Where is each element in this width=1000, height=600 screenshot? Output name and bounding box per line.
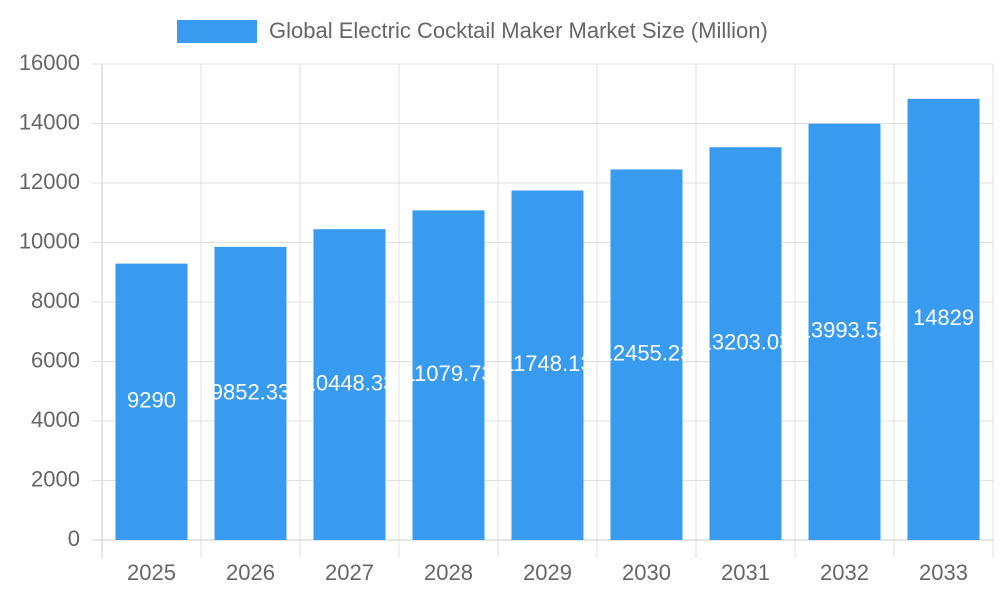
y-tick-label: 6000 — [31, 347, 80, 372]
data-label: 12455.23 — [601, 341, 693, 366]
legend-swatch — [177, 20, 257, 43]
bar — [709, 147, 782, 541]
bar — [808, 123, 881, 541]
bar — [907, 98, 980, 540]
y-tick-label: 4000 — [31, 407, 80, 432]
bar — [412, 210, 485, 540]
data-label: 11079.73 — [403, 361, 493, 386]
x-tick-label: 2027 — [325, 560, 374, 585]
x-tick-label: 2025 — [127, 560, 176, 585]
y-tick-label: 16000 — [19, 50, 80, 75]
data-label: 11748.13 — [502, 351, 592, 376]
x-tick-label: 2026 — [226, 560, 275, 585]
bar — [610, 169, 683, 540]
x-tick-label: 2031 — [721, 560, 770, 585]
y-tick-label: 2000 — [31, 466, 80, 491]
bar — [313, 229, 386, 541]
data-label: 9852.33 — [211, 379, 291, 404]
x-tick-label: 2033 — [919, 560, 968, 585]
x-tick-label: 2029 — [523, 560, 572, 585]
y-tick-label: 8000 — [31, 288, 80, 313]
bar — [511, 190, 584, 540]
y-tick-label: 14000 — [19, 109, 80, 134]
data-label: 13993.53 — [799, 318, 891, 343]
data-label: 14829 — [913, 305, 974, 330]
x-tick-label: 2028 — [424, 560, 473, 585]
y-tick-label: 10000 — [19, 228, 80, 253]
legend-label: Global Electric Cocktail Maker Market Si… — [269, 18, 768, 43]
data-label: 10448.33 — [304, 370, 396, 395]
data-label: 9290 — [127, 388, 176, 413]
bar — [214, 246, 287, 540]
x-tick-label: 2032 — [820, 560, 869, 585]
y-tick-label: 12000 — [19, 169, 80, 194]
y-tick-label: 0 — [68, 526, 80, 551]
x-tick-label: 2030 — [622, 560, 671, 585]
data-label: 13203.03 — [700, 329, 792, 354]
bar — [115, 263, 188, 540]
